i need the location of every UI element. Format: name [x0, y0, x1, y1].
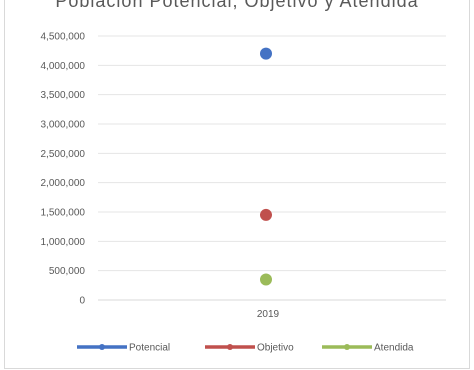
x-axis-ticks: 2019 — [257, 309, 280, 320]
legend-marker-potencial — [99, 344, 105, 350]
y-tick-label: 4,000,000 — [41, 61, 86, 72]
y-tick-label: 2,500,000 — [41, 149, 86, 160]
gridlines — [98, 35, 446, 301]
data-points — [260, 47, 272, 286]
y-tick-label: 1,500,000 — [41, 208, 86, 219]
y-tick-label: 0 — [79, 296, 85, 307]
y-axis-ticks: 0 500,000 1,000,000 1,500,000 2,000,000 2,500… — [41, 32, 86, 307]
legend-marker-objetivo — [227, 344, 233, 350]
x-tick-label: 2019 — [257, 309, 280, 320]
y-tick-label: 3,500,000 — [41, 90, 86, 101]
legend-label-objetivo: Objetivo — [257, 343, 294, 354]
y-tick-label: 1,000,000 — [41, 237, 86, 248]
y-tick-label: 2,000,000 — [41, 178, 86, 189]
data-point-objetivo — [260, 208, 272, 221]
legend-label-potencial: Potencial — [129, 343, 170, 354]
data-point-potencial — [260, 47, 272, 60]
data-point-atendida — [260, 273, 272, 286]
y-tick-label: 4,500,000 — [41, 32, 86, 43]
legend-marker-atendida — [344, 344, 350, 350]
legend: Potencial Objetivo Atendida — [77, 343, 414, 354]
chart-frame — [4, 0, 470, 369]
chart-title: Población Potencial, Objetivo y Atendida — [55, 0, 419, 11]
y-tick-label: 3,000,000 — [41, 120, 86, 131]
y-tick-label: 500,000 — [49, 266, 86, 277]
legend-label-atendida: Atendida — [374, 343, 414, 354]
